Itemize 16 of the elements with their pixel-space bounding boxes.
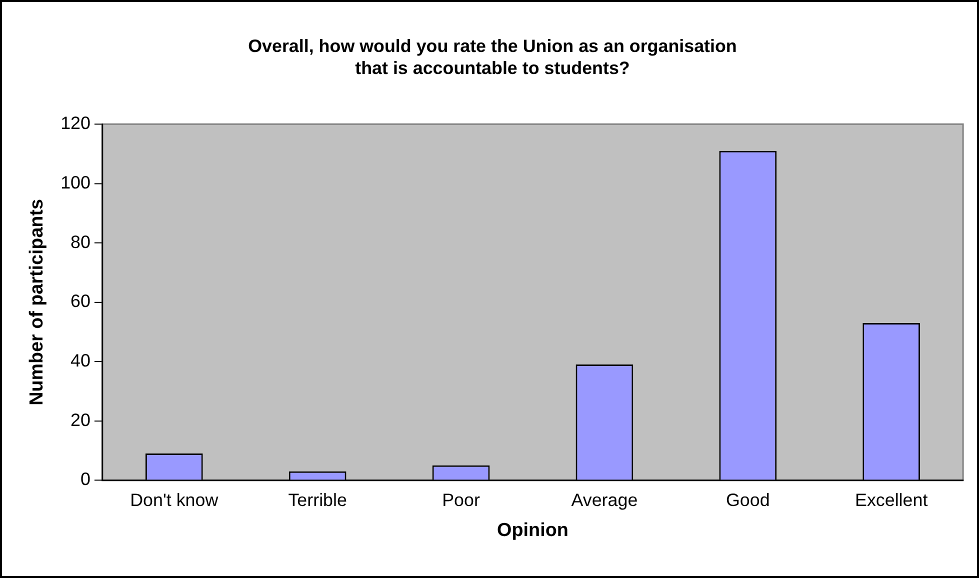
- x-tick-label: Good: [726, 490, 770, 510]
- y-tick-label: 0: [80, 469, 91, 490]
- y-axis-title: Number of participants: [26, 199, 48, 406]
- x-axis-title: Opinion: [497, 520, 568, 542]
- y-tick-label: 120: [60, 113, 91, 134]
- x-tick-label: Excellent: [854, 490, 928, 510]
- x-tick-label: Average: [571, 490, 638, 510]
- x-tick-label: Don't know: [130, 490, 218, 510]
- y-tick-label: 100: [60, 172, 91, 192]
- y-tick-label: 40: [70, 350, 91, 370]
- y-tick-label: 20: [70, 410, 91, 430]
- chart-title: Overall, how would you rate the Union as an organisation that is accountable to students?: [248, 36, 737, 78]
- y-tick-label: 60: [70, 291, 91, 312]
- x-tick-label: Poor: [442, 490, 480, 510]
- y-tick-label: 80: [70, 232, 91, 252]
- x-tick-label: Terrible: [288, 490, 347, 510]
